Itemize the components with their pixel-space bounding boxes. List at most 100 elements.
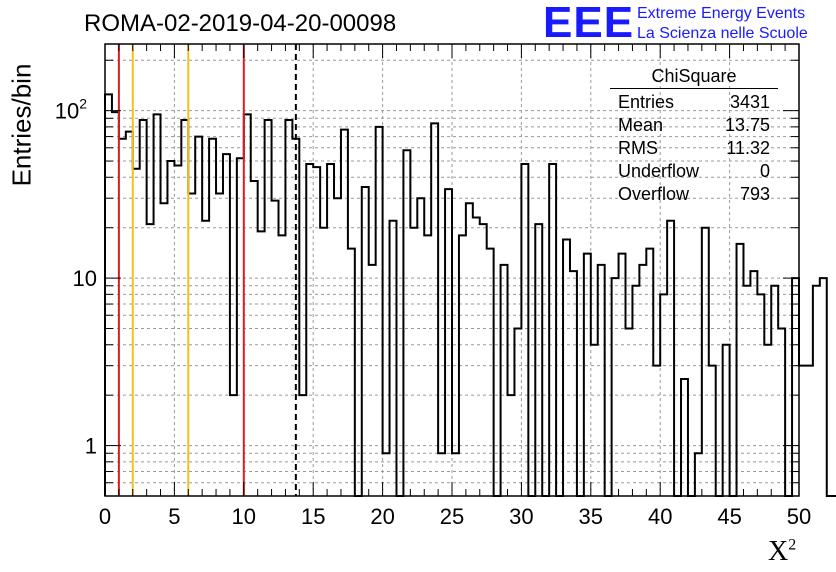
histogram-bin	[619, 254, 626, 496]
histogram-bin	[251, 181, 258, 496]
histogram-bin	[265, 120, 272, 496]
histogram-bin	[584, 254, 591, 496]
stats-row-underflow: Underflow 0	[618, 161, 770, 181]
x-tick-label: 30	[509, 504, 533, 529]
histogram-bin	[632, 286, 639, 496]
histogram-bin	[306, 164, 313, 496]
plot-title: ROMA-02-2019-04-20-00098	[84, 10, 397, 37]
histogram-bin	[813, 286, 820, 496]
histogram-bin	[223, 154, 230, 496]
histogram-bin	[334, 198, 341, 496]
histogram-bin	[514, 329, 521, 496]
eee-logo: EEE Extreme Energy Events La Scienza nel…	[543, 0, 833, 47]
histogram-bin	[473, 218, 480, 496]
histogram-bin	[438, 453, 445, 496]
histogram-bin	[445, 189, 452, 496]
histogram-bin	[154, 114, 161, 496]
histogram-bin	[480, 224, 487, 496]
histogram-bin	[272, 201, 279, 496]
histogram-bin	[105, 94, 112, 496]
x-tick-label: 0	[99, 504, 111, 529]
histogram-bin	[126, 132, 133, 496]
histogram-bin	[195, 137, 202, 496]
x-tick-label: 45	[717, 504, 741, 529]
histogram-bin	[258, 231, 265, 496]
histogram-bin	[119, 139, 126, 496]
histogram-bin	[410, 228, 417, 496]
histogram-bin	[612, 278, 619, 496]
x-tick-label: 15	[301, 504, 325, 529]
histogram-bin	[723, 345, 730, 496]
histogram-bin	[244, 114, 251, 496]
logo-line2: La Scienza nelle Scuole	[637, 25, 808, 42]
y-tick-label: 10	[73, 266, 97, 291]
histogram-bin	[320, 228, 327, 496]
stats-row-overflow: Overflow 793	[618, 184, 770, 204]
histogram-bin	[417, 198, 424, 496]
histogram-bin	[431, 123, 438, 496]
histogram-bin	[702, 228, 709, 496]
histogram-bin	[140, 120, 147, 496]
histogram-bin	[695, 453, 702, 496]
histogram-bin	[653, 366, 660, 496]
logo-eee-text: EEE	[543, 0, 635, 47]
histogram-bin	[709, 366, 716, 496]
x-tick-label: 25	[440, 504, 464, 529]
y-tick-label: 1	[85, 434, 97, 459]
histogram-bin	[667, 221, 674, 496]
x-tick-label: 20	[370, 504, 394, 529]
x-axis-label: X2	[768, 536, 797, 567]
histogram-bin	[147, 224, 154, 496]
histogram-bin	[327, 164, 334, 496]
histogram-bin	[285, 120, 292, 496]
axes	[104, 43, 800, 497]
marker-lines	[117, 44, 297, 496]
histogram-bin	[626, 329, 633, 496]
histogram-bin	[341, 130, 348, 496]
x-tick-label: 50	[787, 504, 811, 529]
histogram-bin	[764, 345, 771, 496]
x-tick-label: 40	[648, 504, 672, 529]
histogram-bin	[452, 453, 459, 496]
histogram-bin	[799, 366, 806, 496]
histogram-bin	[161, 203, 168, 496]
histogram-bin	[771, 286, 778, 496]
histogram-bin	[174, 166, 181, 496]
histogram-bin	[521, 164, 528, 496]
histogram-bin	[376, 127, 383, 496]
stats-title: ChiSquare	[610, 66, 778, 89]
stats-row-entries: Entries 3431	[618, 92, 770, 112]
y-tick-label: 102	[55, 96, 87, 124]
logo-line1: Extreme Energy Events	[637, 5, 806, 22]
histogram-bin	[202, 221, 209, 496]
histogram-bin	[681, 379, 688, 496]
histogram-bin	[362, 187, 369, 496]
histogram-bin	[209, 139, 216, 496]
x-tick-label: 10	[232, 504, 256, 529]
grid-lines	[105, 44, 799, 497]
stats-box: ChiSquare Entries 3431 Mean 13.75 RMS 11.32…	[610, 66, 778, 206]
tick-labels: 0 5 10 15 20 25 30 35 40 45 50 1 10 102	[55, 96, 812, 529]
histogram-bin	[549, 164, 556, 496]
histogram-bin	[133, 169, 140, 496]
histogram-bin	[181, 120, 188, 496]
y-axis-label: Entries/bin	[6, 63, 37, 187]
histogram-bin	[390, 221, 397, 496]
x-tick-label: 35	[579, 504, 603, 529]
histogram-bin	[313, 167, 320, 496]
stats-row-rms: RMS 11.32	[618, 138, 770, 158]
histogram-bin	[737, 244, 744, 496]
histogram-bin	[820, 278, 827, 496]
histogram-bin	[535, 224, 542, 496]
histogram-bin	[792, 278, 799, 496]
histogram-bin	[403, 150, 410, 496]
histogram-bin	[806, 366, 813, 496]
histogram-bin	[778, 329, 785, 496]
x-tick-label: 5	[168, 504, 180, 529]
histogram-bin	[591, 345, 598, 496]
histogram-bin	[383, 453, 390, 496]
histogram-bin	[743, 286, 750, 496]
stats-row-mean: Mean 13.75	[618, 115, 770, 135]
histogram-bin	[466, 203, 473, 496]
